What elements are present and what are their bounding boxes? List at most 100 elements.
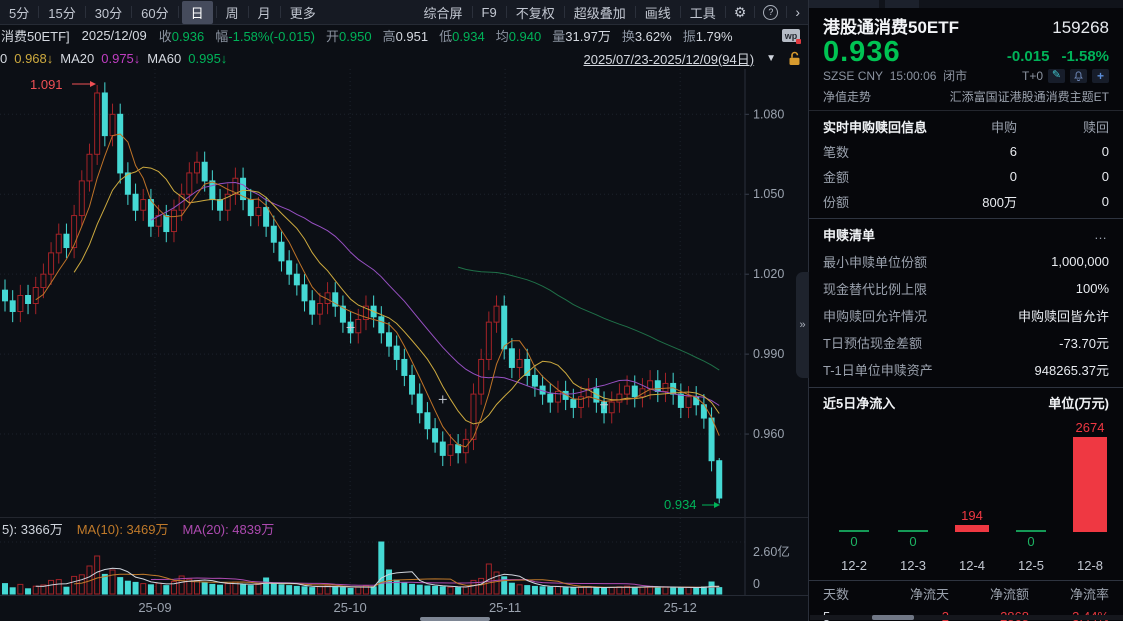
date-range[interactable]: 2025/07/23-2025/12/09(94日): [583, 51, 755, 67]
netflow-table-header: 天数 净流天 净流额 净流率: [823, 587, 1109, 602]
volume-bar: [401, 582, 408, 595]
tplus-badge: T+0: [1021, 68, 1043, 83]
toolbar-item-6[interactable]: 工具: [689, 5, 716, 21]
netflow-bar-chart[interactable]: 0 12-2 0 12-3 194 12-4 0 12-5 2674 12-8: [809, 416, 1123, 578]
ma5-line: [35, 133, 720, 448]
volume-bar: [309, 587, 316, 595]
gear-icon[interactable]: ⚙: [733, 3, 747, 20]
candle: [186, 162, 193, 205]
candle: [485, 311, 492, 371]
volume-bar: [117, 577, 124, 595]
candle: [508, 338, 515, 379]
period-tab-5[interactable]: 日: [181, 0, 213, 24]
edit-button[interactable]: ✎: [1048, 68, 1065, 83]
candle: [132, 183, 139, 221]
candle: [232, 167, 239, 205]
toolbar-item-4[interactable]: 超级叠加: [573, 5, 626, 21]
toolbar-item-5[interactable]: 画线: [644, 5, 671, 21]
netflow-value: 0: [850, 534, 858, 549]
candle: [71, 204, 78, 259]
period-tab-1[interactable]: 5分: [9, 5, 30, 21]
period-tab-2[interactable]: 15分: [48, 5, 76, 21]
volume-bar: [539, 586, 546, 595]
panel-scrollbar[interactable]: [810, 615, 1123, 620]
candle: [524, 348, 531, 387]
candle: [401, 348, 408, 387]
more-dots-icon[interactable]: …: [1094, 227, 1109, 242]
chevron-down-icon[interactable]: ▼: [766, 52, 776, 64]
candle: [531, 364, 538, 397]
volume-bar: [378, 541, 385, 595]
volume-bar: [332, 586, 339, 595]
volume-pane[interactable]: 5): 3366万 MA(10): 3469万 MA(20): 4839万 2.…: [0, 517, 808, 596]
ma20-label: MA20: [60, 50, 95, 66]
nav-trend-link[interactable]: 净值走势: [823, 90, 872, 104]
unlock-icon[interactable]: [788, 51, 801, 66]
volume-bar: [278, 584, 285, 595]
volume-bar: [339, 587, 346, 595]
quote-field-开: 开0.950: [326, 29, 372, 44]
volume-bar: [677, 587, 684, 595]
volume-bar: [616, 586, 623, 595]
netflow-category: 12-2: [840, 558, 868, 573]
netflow-title: 近5日净流入: [823, 396, 896, 411]
volume-bar: [186, 578, 193, 595]
bell-icon: [1074, 70, 1083, 81]
horizontal-scrollbar[interactable]: [420, 617, 490, 621]
volume-bar: [470, 579, 477, 595]
candlestick-chart[interactable]: 1.080 1.050 1.020 0.990 0.960 1.091 0.934: [0, 69, 808, 518]
ma-legend-bar: 0 0.968↓ MA20 0.975↓ MA60 0.995↓ 2025/07…: [0, 47, 808, 69]
candle: [378, 306, 385, 344]
volume-bar: [570, 587, 577, 595]
netflow-category: 12-4: [958, 558, 986, 573]
candle: [263, 196, 270, 237]
volume-bar: [639, 586, 646, 595]
volume-bar: [224, 583, 231, 595]
volume-bar: [670, 587, 677, 595]
volume-bar: [101, 573, 108, 595]
xaxis-label-25-11: 25-11: [488, 600, 522, 615]
price-change: -0.015: [1006, 48, 1050, 65]
panel-collapse-handle[interactable]: »: [796, 272, 809, 378]
volume-bar: [347, 587, 354, 595]
volume-bar: [608, 586, 615, 595]
alert-bell-button[interactable]: [1070, 68, 1087, 83]
quote-field-高: 高0.951: [382, 29, 429, 44]
period-tab-6[interactable]: 周: [225, 5, 239, 21]
candle: [685, 386, 692, 419]
candle: [316, 292, 323, 325]
candle: [163, 204, 170, 243]
candle: [578, 386, 584, 419]
candle: [240, 167, 247, 211]
candle: [409, 364, 416, 405]
netflow-value: 0: [909, 534, 917, 549]
redeem-list-row: T-1日单位申赎资产 948265.37元: [823, 363, 1109, 378]
low-annotation: 0.934: [664, 497, 697, 512]
toolbar-overflow-icon[interactable]: ›: [795, 4, 800, 20]
volume-bar: [708, 581, 715, 595]
period-tab-8[interactable]: 更多: [289, 5, 316, 21]
svg-text:1.020: 1.020: [753, 267, 784, 281]
wp-badge-icon[interactable]: wp: [782, 29, 801, 44]
high-annotation: 1.091: [30, 77, 63, 92]
period-tab-4[interactable]: 60分: [141, 5, 169, 21]
candle: [255, 196, 262, 227]
toolbar-item-1[interactable]: 综合屏: [423, 5, 463, 21]
add-button[interactable]: +: [1092, 68, 1109, 83]
ma60-line: [457, 266, 720, 371]
candle: [309, 290, 316, 325]
candle: [693, 386, 700, 416]
help-icon[interactable]: ?: [763, 4, 779, 20]
toolbar-item-3[interactable]: 不复权: [515, 5, 555, 21]
quote-field-换: 换3.62%: [621, 29, 672, 44]
volume-bar: [601, 587, 608, 595]
last-price: 0.936: [823, 36, 901, 68]
period-tab-7[interactable]: 月: [257, 5, 271, 21]
period-tab-3[interactable]: 30分: [94, 5, 123, 21]
candle: [416, 383, 423, 424]
toolbar-item-2[interactable]: F9: [481, 4, 497, 20]
candle: [501, 295, 508, 360]
candle: [170, 199, 177, 243]
volume-bar: [624, 585, 631, 595]
quote-field-幅: 幅-1.58%(-0.015): [215, 29, 315, 44]
